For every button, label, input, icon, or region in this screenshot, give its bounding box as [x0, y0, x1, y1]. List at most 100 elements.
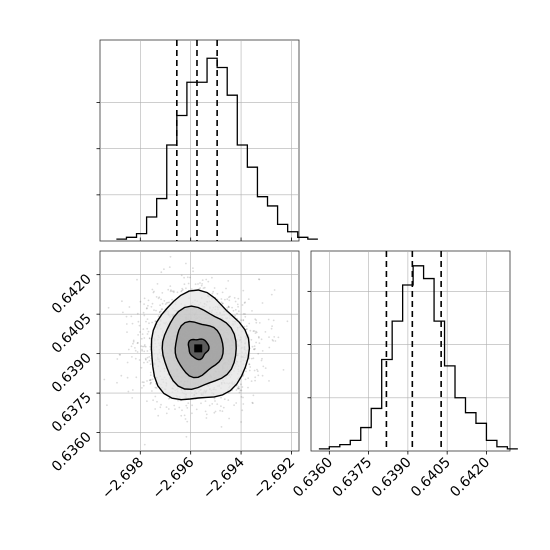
scatter-point: [240, 319, 243, 321]
scatter-point: [136, 342, 139, 345]
scatter-point: [271, 339, 274, 341]
scatter-point: [251, 401, 254, 404]
scatter-point: [272, 340, 275, 342]
scatter-point: [252, 394, 255, 397]
scatter-point: [277, 336, 280, 339]
scatter-point: [156, 283, 159, 285]
scatter-point: [153, 309, 155, 311]
scatter-point: [211, 292, 214, 295]
scatter-point: [143, 345, 146, 348]
scatter-point: [195, 408, 198, 411]
scatter-point: [183, 276, 186, 279]
scatter-point: [221, 302, 224, 305]
scatter-point: [185, 287, 187, 290]
scatter-point: [118, 353, 121, 356]
scatter-point: [140, 366, 143, 369]
scatter-point: [173, 404, 176, 407]
scatter-point: [132, 339, 135, 342]
scatter-point: [150, 305, 153, 308]
scatter-point: [226, 307, 229, 309]
scatter-point: [216, 292, 219, 295]
scatter-point: [154, 386, 157, 389]
scatter-point: [158, 296, 161, 299]
scatter-point: [207, 280, 210, 283]
scatter-point: [211, 276, 213, 279]
scatter-point: [132, 340, 135, 343]
scatter-point: [260, 359, 263, 362]
scatter-point: [183, 283, 186, 286]
scatter-point: [148, 379, 151, 382]
scatter-point: [251, 310, 253, 312]
scatter-point: [234, 300, 237, 303]
scatter-point: [201, 279, 204, 281]
scatter-point: [242, 313, 245, 315]
scatter-point: [180, 274, 183, 277]
scatter-point: [272, 319, 275, 322]
scatter-point: [134, 349, 137, 352]
histogram-y-quantile-lines: [385, 251, 442, 451]
scatter-point: [264, 367, 267, 369]
scatter-point: [233, 297, 236, 299]
scatter-point: [242, 374, 245, 377]
scatter-point: [151, 302, 154, 305]
scatter-point: [242, 319, 245, 322]
scatter-point: [160, 310, 162, 313]
x-tick-label: −2.694: [200, 454, 248, 502]
histogram-y-grid: [311, 251, 510, 451]
scatter-point: [150, 381, 153, 384]
y-tick-label: 0.6375: [49, 390, 95, 436]
scatter-point: [253, 369, 256, 372]
scatter-point: [247, 377, 250, 380]
scatter-point: [154, 408, 157, 410]
scatter-point: [146, 333, 149, 335]
scatter-point: [270, 327, 273, 330]
scatter-point: [242, 319, 245, 321]
scatter-point: [146, 350, 149, 352]
histogram-x-quantile-lines: [176, 40, 218, 241]
scatter-point: [254, 332, 257, 334]
scatter-point: [184, 418, 187, 420]
scatter-point: [286, 320, 289, 323]
scatter-point: [161, 302, 164, 305]
scatter-point: [125, 315, 128, 318]
scatter-point: [252, 330, 255, 332]
scatter-point: [151, 378, 154, 381]
scatter-point: [121, 300, 123, 303]
scatter-point: [245, 328, 248, 331]
scatter-point: [214, 400, 216, 402]
scatter-point: [282, 369, 285, 371]
scatter-point: [241, 304, 244, 306]
scatter-point: [222, 406, 225, 409]
scatter-point: [239, 389, 242, 392]
scatter-point: [130, 345, 133, 348]
scatter-point: [152, 399, 155, 402]
contour-line: [174, 320, 224, 379]
scatter-point: [258, 336, 260, 339]
scatter-point: [262, 365, 265, 368]
scatter-point: [149, 382, 152, 384]
scatter-point: [157, 297, 160, 300]
scatter-point: [155, 309, 157, 312]
scatter-point: [249, 366, 252, 368]
scatter-point: [151, 390, 153, 392]
scatter-point: [141, 387, 143, 389]
scatter-point: [171, 290, 174, 293]
scatter-point: [149, 363, 152, 366]
scatter-point: [191, 412, 193, 415]
scatter-point: [148, 337, 151, 339]
scatter-point: [274, 340, 277, 342]
scatter-point: [137, 334, 140, 336]
scatter-point: [244, 301, 247, 304]
scatter-point: [160, 403, 162, 406]
scatter-point: [257, 335, 260, 338]
scatter-point: [227, 280, 230, 282]
scatter-point: [168, 266, 171, 268]
scatter-point: [234, 314, 237, 317]
scatter-point: [214, 410, 217, 413]
density-panel: [96, 250, 300, 455]
scatter-point: [142, 311, 145, 314]
scatter-point: [150, 378, 152, 381]
scatter-point: [261, 374, 264, 377]
scatter-point: [143, 303, 146, 305]
scatter-point: [155, 296, 158, 298]
